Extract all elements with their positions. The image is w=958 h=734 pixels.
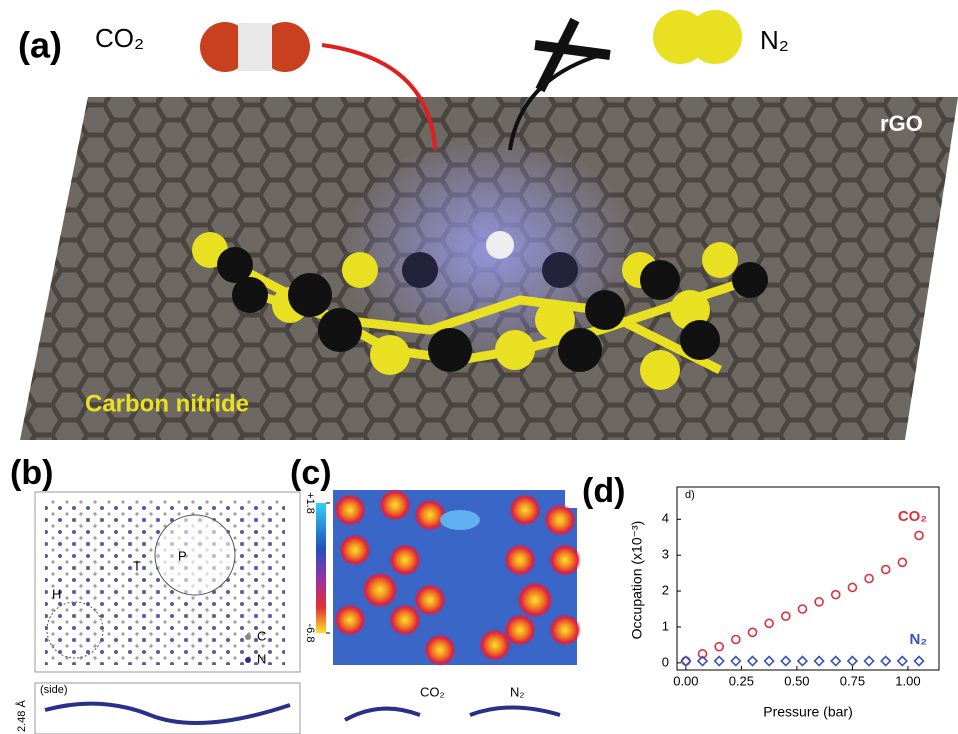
x-tick-label: 0.75: [840, 673, 865, 688]
side-label: (side): [40, 684, 68, 696]
n2-molecule: [653, 10, 742, 64]
rgo-label: rGO: [880, 111, 923, 136]
n2-site: [469, 705, 561, 717]
panel-label: (b): [10, 454, 53, 492]
point: [697, 649, 708, 659]
co2-site: [344, 706, 421, 722]
point: [714, 641, 724, 652]
side-box: [34, 682, 301, 734]
panel-d: (d) d) Pressure (bar) Occupation (x10⁻³)…: [582, 472, 940, 720]
point: [863, 655, 875, 667]
panel-label: (a): [18, 25, 62, 66]
point: [797, 604, 808, 614]
arrow: [321, 43, 437, 151]
x-axis-label: Pressure (bar): [763, 704, 852, 720]
series-label: CO₂: [898, 508, 927, 525]
point: [713, 655, 725, 667]
site-highlight: [440, 510, 480, 530]
x-tick-label: 0.50: [784, 673, 809, 688]
point: [864, 573, 874, 584]
n2-label: N₂: [760, 25, 789, 55]
panel-label: (d): [582, 472, 625, 510]
structure-box: [34, 491, 301, 673]
series-label: N₂: [910, 631, 928, 648]
arrow: [508, 53, 601, 151]
point: [897, 557, 908, 568]
blocked-mark: [534, 17, 611, 93]
point: [780, 611, 791, 621]
point: [696, 655, 709, 667]
site-p: [154, 514, 236, 596]
point: [830, 589, 841, 600]
point: [880, 564, 891, 575]
point: [780, 655, 792, 667]
point: [680, 655, 692, 667]
colorbar-ticks: +1.8 -6.8: [304, 492, 330, 642]
corner-label: d): [685, 489, 695, 501]
colorbar-tick-label: -6.8: [304, 624, 316, 643]
panel-b: (b) H T P C N (side) 2.48 Å: [10, 454, 301, 734]
colorbar-tick-label: +1.8: [304, 492, 316, 514]
point: [747, 627, 758, 638]
site-label: P: [178, 548, 187, 563]
point: [796, 655, 809, 667]
site-label: H: [52, 586, 61, 601]
point: [731, 634, 741, 645]
point: [913, 655, 925, 667]
x-tick-label: 0.25: [729, 673, 754, 688]
x-tick-label: 0.00: [673, 673, 698, 688]
y-tick-label: 1: [662, 618, 669, 633]
y-axis-label: Occupation (x10⁻³): [629, 521, 645, 640]
legend-label: N: [257, 651, 266, 666]
x-tick-label: 1.00: [895, 673, 920, 688]
co2-label: CO₂: [95, 23, 144, 53]
site-h: [46, 601, 104, 659]
point: [813, 655, 825, 667]
molecule-label: N₂: [510, 684, 524, 699]
y-tick-label: 4: [662, 511, 669, 526]
point: [746, 655, 759, 667]
panel-label: (c): [290, 454, 332, 492]
layer-label: Carbon nitride: [85, 390, 249, 417]
point: [847, 582, 858, 593]
plot-frame: [676, 486, 940, 671]
point: [914, 530, 924, 541]
y-tick-label: 3: [662, 547, 669, 562]
y-tick-label: 0: [662, 654, 669, 669]
panel-a: (a) CO₂ N₂ rGO Carbon nitride: [18, 10, 958, 440]
point: [730, 655, 742, 667]
point: [814, 597, 824, 607]
atoms: [192, 231, 768, 390]
site-label: T: [133, 558, 141, 573]
point: [880, 655, 892, 667]
point: [830, 655, 842, 667]
point: [764, 618, 774, 629]
structure: [45, 500, 285, 665]
legend-label: C: [257, 628, 266, 643]
point: [763, 655, 775, 667]
height-label: 2.48 Å: [15, 700, 28, 732]
colorbar: [316, 503, 326, 633]
co2-molecule: [200, 22, 310, 72]
point: [896, 655, 908, 667]
y-tick-label: 2: [662, 582, 669, 597]
point: [846, 655, 859, 667]
heatmap-hotspots: [334, 489, 581, 666]
side-structure: [44, 701, 291, 725]
panel-c: (c) +1.8 -6.8 CO₂ N₂: [290, 454, 581, 722]
molecule-label: CO₂: [420, 684, 445, 699]
